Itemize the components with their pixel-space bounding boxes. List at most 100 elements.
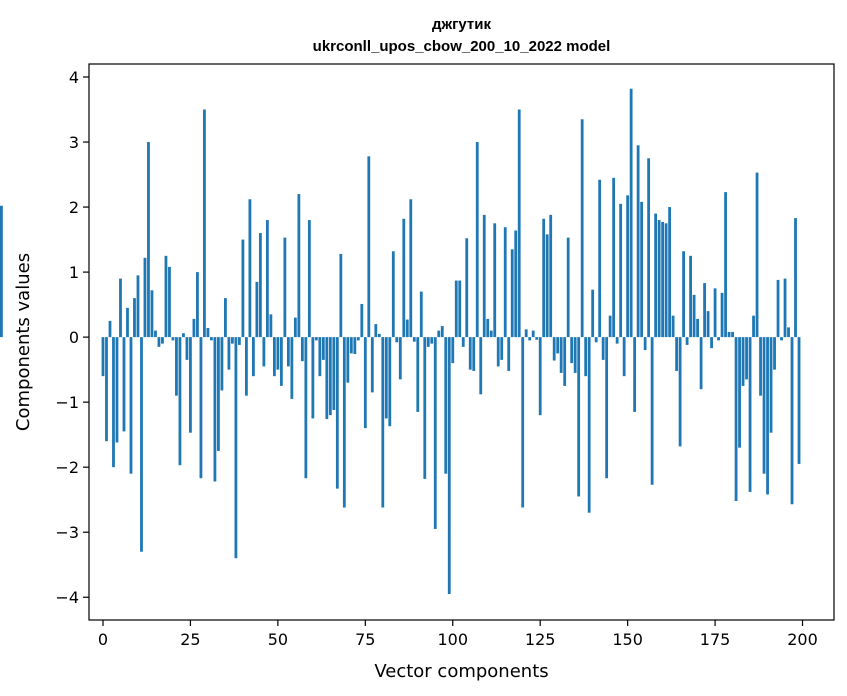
bar-18 [164,255,168,338]
bar-153 [636,145,640,338]
bar-173 [706,311,710,338]
bar-21 [175,337,178,396]
bar-126 [542,218,546,338]
bar-103 [461,337,465,347]
bar-165 [678,337,682,447]
bar-110 [486,318,490,338]
bar-81 [384,337,388,419]
y-tick-label: 1 [69,263,79,282]
y-axis: −4 −3 −2 −1 0 1 2 3 4 [55,68,89,607]
bar-97 [440,326,444,338]
x-tick-label: 50 [268,630,288,649]
bar-series [0,88,801,594]
bar-43 [251,337,255,377]
y-axis-label: Components values [13,253,34,431]
bar-178 [724,192,727,338]
chart-subtitle: ukrconll_upos_cbow_200_10_2022 model [313,38,611,55]
bar-30 [206,328,210,338]
bar-78 [374,324,378,338]
bar-59 [307,220,311,338]
bar-196 [787,327,790,338]
bar-70 [346,337,350,383]
bar-185 [748,337,752,492]
bar-90 [416,337,420,412]
bar-105 [468,337,472,370]
bar-112 [493,223,497,338]
bar-109 [482,214,486,338]
bar-188 [759,337,762,396]
bar-102 [458,280,462,338]
bar-140 [591,289,595,338]
bar-39 [238,337,241,345]
bar-189 [762,337,766,474]
bar-111 [489,330,493,338]
bar-4 [115,337,119,443]
bar-64 [325,337,329,420]
bar-159 [657,220,661,338]
bar-47 [265,220,269,338]
bar-7 [126,307,129,338]
bar-106 [472,337,476,371]
bar-190 [766,337,769,495]
bar-44 [255,281,259,338]
bar-77 [370,337,374,393]
bar-193 [776,279,780,338]
bar-73 [356,337,360,341]
bar-100 [451,337,455,364]
bar-121 [524,329,528,338]
bar-169 [692,294,696,338]
bar-158 [654,213,658,338]
y-tick-label: −1 [55,393,79,412]
bar-5 [119,278,122,338]
bar-118 [514,230,518,338]
bar-172 [703,283,706,338]
y-tick-label: −2 [55,458,79,477]
bar-31 [210,337,213,341]
bar-96 [437,330,441,338]
bar-85 [398,337,402,380]
bar-192 [773,337,776,370]
bar-80 [381,337,385,508]
bar-166 [682,251,685,338]
bar-76 [367,156,371,338]
bar-29 [203,109,206,338]
bar-28 [199,337,203,479]
bar-27 [196,272,199,338]
bar-23 [182,333,185,338]
bar-163 [671,315,675,338]
bar-9 [133,298,136,338]
bar-139 [587,337,591,513]
bar-113 [496,337,500,367]
x-tick-label: 100 [437,630,468,649]
bar-104 [465,238,469,338]
bar-182 [738,337,741,448]
bar-144 [605,337,609,479]
bar-63 [321,337,325,360]
bar-17 [161,337,164,344]
bar-3 [112,337,115,468]
bar-155 [643,337,647,351]
bar-82 [388,337,392,427]
bar-198 [794,218,797,338]
bar-10 [136,275,140,338]
bar-22 [178,337,182,466]
bar-45 [258,233,262,338]
bar-194 [780,337,783,341]
y-tick-label: 3 [69,133,79,152]
bar-117 [510,249,514,338]
x-tick-label: 125 [525,630,556,649]
bar-94 [430,337,434,344]
bar-6 [122,337,126,432]
bar-20 [171,337,175,341]
y-tick-label: −4 [55,588,79,607]
bar-24 [185,337,189,360]
bar-46 [262,337,266,367]
bar-108 [479,337,483,395]
bar-50 [276,337,280,370]
bar-75 [363,337,367,429]
x-tick-label: 0 [98,630,108,649]
bar-186 [752,315,755,338]
bar-undefined [0,205,3,338]
bar-67 [335,337,339,489]
bar-92 [423,337,427,479]
